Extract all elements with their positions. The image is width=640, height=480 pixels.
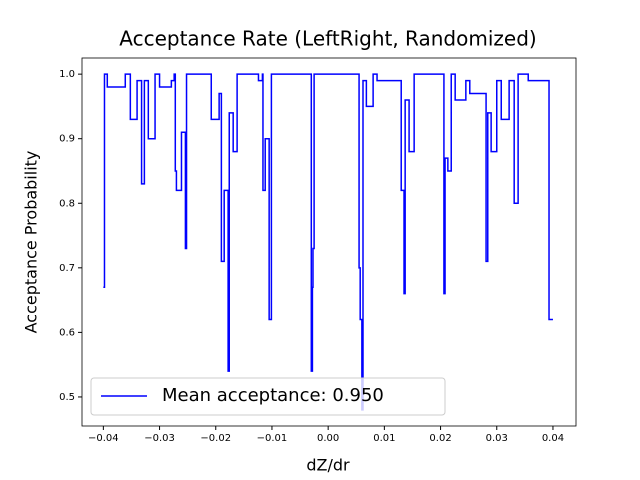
plot-frame [81,57,577,427]
legend-label: Mean acceptance: 0.950 [162,385,384,406]
y-tick-label: 0.5 [59,392,75,403]
x-tick-label: 0.02 [429,433,451,444]
y-axis-label: Acceptance Probability [22,151,41,334]
y-tick-label: 1.0 [59,69,75,80]
data-line [103,73,553,411]
chart-title: Acceptance Rate (LeftRight, Randomized) [119,27,536,51]
x-tick-label: −0.04 [88,433,119,444]
y-tick-label: 0.7 [59,263,75,274]
x-tick-label: 0.00 [317,433,339,444]
legend: Mean acceptance: 0.950 [90,377,446,416]
y-tick-label: 0.6 [59,327,75,338]
x-tick-label: 0.03 [486,433,508,444]
y-tick-label: 0.8 [59,198,75,209]
x-tick-label: −0.03 [144,433,175,444]
y-tick-label: 0.9 [59,134,75,145]
x-tick-label: 0.01 [373,433,395,444]
x-tick-label: −0.02 [200,433,231,444]
x-axis-label: dZ/dr [306,456,350,475]
x-tick-label: −0.01 [257,433,288,444]
x-tick-label: 0.04 [542,433,564,444]
legend-box [90,377,446,416]
